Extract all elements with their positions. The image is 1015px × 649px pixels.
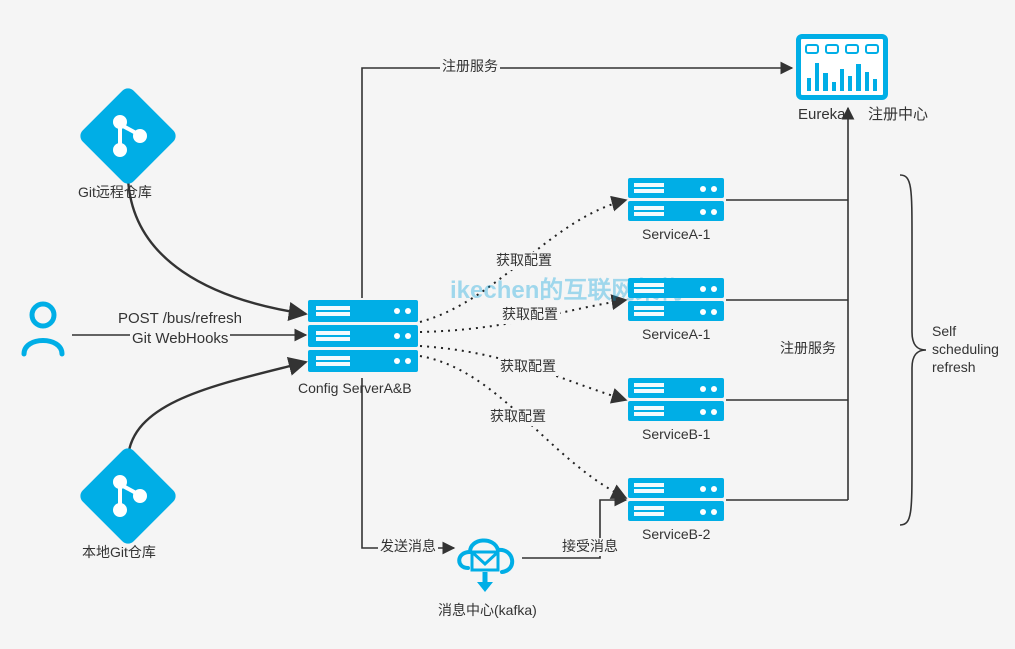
edge-config-svcB2 — [420, 356, 626, 498]
brace-l1: Self — [932, 322, 999, 340]
edge-user-config-label-bot: Git WebHooks — [130, 330, 230, 349]
service-b1-label: ServiceB-1 — [640, 426, 712, 444]
kafka-label: 消息中心(kafka) — [436, 602, 539, 620]
git-icon — [92, 100, 164, 172]
service-a1b-label: ServiceA-1 — [640, 326, 712, 344]
user-node — [18, 300, 68, 361]
brace-l2: scheduling — [932, 340, 999, 358]
mail-cloud-icon — [452, 530, 522, 600]
lbl-register-top: 注册服务 — [440, 58, 500, 76]
brace-l3: refresh — [932, 358, 999, 376]
git-icon — [92, 460, 164, 532]
lbl-getcfg-3: 获取配置 — [498, 358, 558, 376]
config-server-label: Config ServerA&B — [296, 380, 414, 398]
git-remote-label: Git远程仓库 — [76, 184, 154, 202]
lbl-getcfg-2: 获取配置 — [500, 306, 560, 324]
eureka-label: Eureka — [796, 106, 848, 125]
eureka-sublabel: 注册中心 — [866, 106, 930, 125]
edge-config-eureka — [362, 68, 792, 298]
user-icon — [18, 300, 68, 358]
lbl-recvmsg: 接受消息 — [560, 538, 620, 556]
service-a1b-node — [628, 278, 724, 321]
lbl-getcfg-1: 获取配置 — [494, 252, 554, 270]
config-server-node — [308, 300, 418, 372]
service-a1-node — [628, 178, 724, 221]
git-local-label: 本地Git仓库 — [80, 544, 158, 562]
edge-config-kafka — [362, 378, 454, 548]
edge-gitlocal-config — [128, 362, 306, 458]
lbl-sendmsg: 发送消息 — [378, 538, 438, 556]
eureka-node — [796, 34, 888, 100]
brace-label: Self scheduling refresh — [932, 322, 999, 377]
git-local-node — [92, 460, 164, 532]
kafka-node — [452, 530, 522, 603]
diagram-canvas: ikechen的互联网架构 Git远程仓库 本地 — [0, 0, 1015, 649]
service-b1-node — [628, 378, 724, 421]
lbl-register-bus: 注册服务 — [778, 340, 838, 358]
lbl-getcfg-4: 获取配置 — [488, 408, 548, 426]
service-a1-label: ServiceA-1 — [640, 226, 712, 244]
edge-gitremote-config — [128, 178, 306, 314]
service-b2-label: ServiceB-2 — [640, 526, 712, 544]
service-b2-node — [628, 478, 724, 521]
edge-user-config-label-top: POST /bus/refresh — [116, 310, 244, 329]
git-remote-node — [92, 100, 164, 172]
brace — [900, 175, 926, 525]
